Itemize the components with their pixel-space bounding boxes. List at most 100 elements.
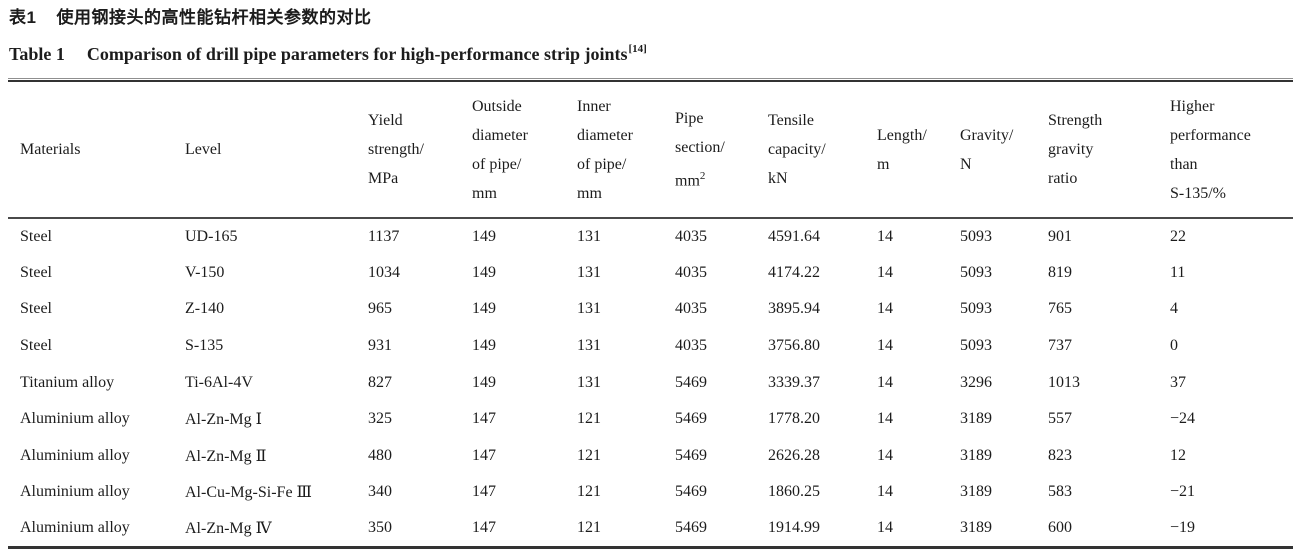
table-cell: Al-Zn-Mg Ⅰ xyxy=(185,411,262,429)
table-cell: 5469 xyxy=(675,410,707,428)
table-cell: 149 xyxy=(472,227,496,245)
table-cell: 3756.80 xyxy=(768,337,820,355)
column-header-inner-diameter: Inner diameter of pipe/mm xyxy=(565,82,663,219)
table-cell: 22 xyxy=(1170,227,1186,245)
table-cell: 5093 xyxy=(960,337,992,355)
column-header-materials: Materials xyxy=(8,82,173,219)
table-cell: 12 xyxy=(1170,446,1186,464)
table-cell: 149 xyxy=(472,373,496,391)
table-cell: 14 xyxy=(877,300,893,318)
table-cell: 1860.25 xyxy=(768,483,820,501)
table-cell: V-150 xyxy=(185,263,225,281)
table-cell: 131 xyxy=(577,337,601,355)
table-cell: 583 xyxy=(1048,483,1072,501)
table-row: Steel V-150 1034 149 131 4035 4174.22 14 5093 819… xyxy=(8,255,1293,292)
column-header-level: Level xyxy=(173,82,356,219)
table-cell: Ti-6Al-4V xyxy=(185,373,253,391)
table-cell: Al-Cu-Mg-Si-Fe Ⅲ xyxy=(185,484,312,502)
table-cell: 1778.20 xyxy=(768,410,820,428)
table-cell: 3339.37 xyxy=(768,373,820,391)
table-cell: Aluminium alloy xyxy=(20,410,130,428)
table-cell: 827 xyxy=(368,373,392,391)
table-caption-zh: 表1 使用钢接头的高性能钻杆相关参数的对比 xyxy=(0,0,1301,29)
table-cell: 3189 xyxy=(960,446,992,464)
table-cell: Aluminium alloy xyxy=(20,446,130,464)
table-cell: 2626.28 xyxy=(768,446,820,464)
table-cell: 965 xyxy=(368,300,392,318)
table-cell: 1137 xyxy=(368,227,400,245)
table-cell: 131 xyxy=(577,373,601,391)
table-cell: 5469 xyxy=(675,483,707,501)
table-cell: 121 xyxy=(577,410,601,428)
column-header-higher-performance: Higher performance than S-135/% xyxy=(1158,82,1293,219)
table-cell: 3189 xyxy=(960,519,992,537)
table-cell: 14 xyxy=(877,227,893,245)
table-caption-en-label: Table 1 xyxy=(9,44,65,64)
table-cell: 131 xyxy=(577,227,601,245)
table-cell: 149 xyxy=(472,337,496,355)
citation-ref: [14] xyxy=(628,43,647,55)
table-cell: 4035 xyxy=(675,337,707,355)
table-cell: Steel xyxy=(20,300,52,318)
table-cell: 600 xyxy=(1048,519,1072,537)
table-row: Titanium alloy Ti-6Al-4V 827 149 131 5469 3339… xyxy=(8,364,1293,401)
table-cell: Steel xyxy=(20,337,52,355)
table-cell: 931 xyxy=(368,337,392,355)
table-cell: 5093 xyxy=(960,263,992,281)
table-cell: 3189 xyxy=(960,483,992,501)
table-cell: 5469 xyxy=(675,519,707,537)
table-cell: 149 xyxy=(472,263,496,281)
column-header-tensile-capacity: Tensile capacity/kN xyxy=(756,82,865,219)
table-cell: 1034 xyxy=(368,263,400,281)
table-cell: 480 xyxy=(368,446,392,464)
table-cell: 5469 xyxy=(675,373,707,391)
table-row: Steel Z-140 965 149 131 4035 3895.94 14 5093 765 4 xyxy=(8,291,1293,328)
table-cell: 14 xyxy=(877,483,893,501)
table-cell: 765 xyxy=(1048,300,1072,318)
column-header-pipe-section: Pipe section/mm2 xyxy=(663,82,756,219)
table-cell: 3895.94 xyxy=(768,300,820,318)
table-cell: 4 xyxy=(1170,300,1178,318)
table-caption-en-text: Comparison of drill pipe parameters for … xyxy=(86,44,628,64)
table-cell: 14 xyxy=(877,410,893,428)
table-cell: 557 xyxy=(1048,410,1072,428)
table-row: Aluminium alloy Al-Zn-Mg Ⅱ 480 147 121 5469 26… xyxy=(8,438,1293,475)
header-row: Materials Level Yield strength/MPa Outside di… xyxy=(8,82,1293,219)
table-cell: 737 xyxy=(1048,337,1072,355)
table-cell: −24 xyxy=(1170,410,1196,428)
table-cell: 1013 xyxy=(1048,373,1080,391)
column-header-yield-strength: Yield strength/MPa xyxy=(356,82,460,219)
column-header-length: Length/m xyxy=(865,82,948,219)
table-cell: Steel xyxy=(20,227,52,245)
table-cell: 14 xyxy=(877,446,893,464)
table-cell: 4035 xyxy=(675,263,707,281)
table-row: Aluminium alloy Al-Cu-Mg-Si-Fe Ⅲ 340 147 121… xyxy=(8,474,1293,511)
table-cell: Z-140 xyxy=(185,300,225,318)
table-caption-zh-label: 表1 xyxy=(9,8,37,27)
table-cell: 350 xyxy=(368,519,392,537)
table-cell: 147 xyxy=(472,410,496,428)
table-cell: 325 xyxy=(368,410,392,428)
table-cell: 14 xyxy=(877,373,893,391)
table-cell: −21 xyxy=(1170,483,1196,501)
table-cell: 4174.22 xyxy=(768,263,820,281)
table-row: Steel S-135 931 149 131 4035 3756.80 14 5093 737 0 xyxy=(8,328,1293,365)
table-cell: 4591.64 xyxy=(768,227,820,245)
table-cell: 4035 xyxy=(675,227,707,245)
table-cell: UD-165 xyxy=(185,227,238,245)
table-cell: 14 xyxy=(877,519,893,537)
table-cell: 823 xyxy=(1048,446,1072,464)
table-cell: 131 xyxy=(577,300,601,318)
table-cell: 3189 xyxy=(960,410,992,428)
data-table: Materials Level Yield strength/MPa Outside di… xyxy=(8,82,1293,549)
table-cell: Steel xyxy=(20,263,52,281)
table-cell: 4035 xyxy=(675,300,707,318)
table-row: Aluminium alloy Al-Zn-Mg Ⅳ 350 147 121 5469 19… xyxy=(8,511,1293,548)
table-cell: 14 xyxy=(877,337,893,355)
table-cell: 340 xyxy=(368,483,392,501)
table-cell: 901 xyxy=(1048,227,1072,245)
table-cell: 0 xyxy=(1170,337,1178,355)
table-cell: 121 xyxy=(577,519,601,537)
column-header-outside-diameter: Outside diameter of pipe/mm xyxy=(460,82,565,219)
